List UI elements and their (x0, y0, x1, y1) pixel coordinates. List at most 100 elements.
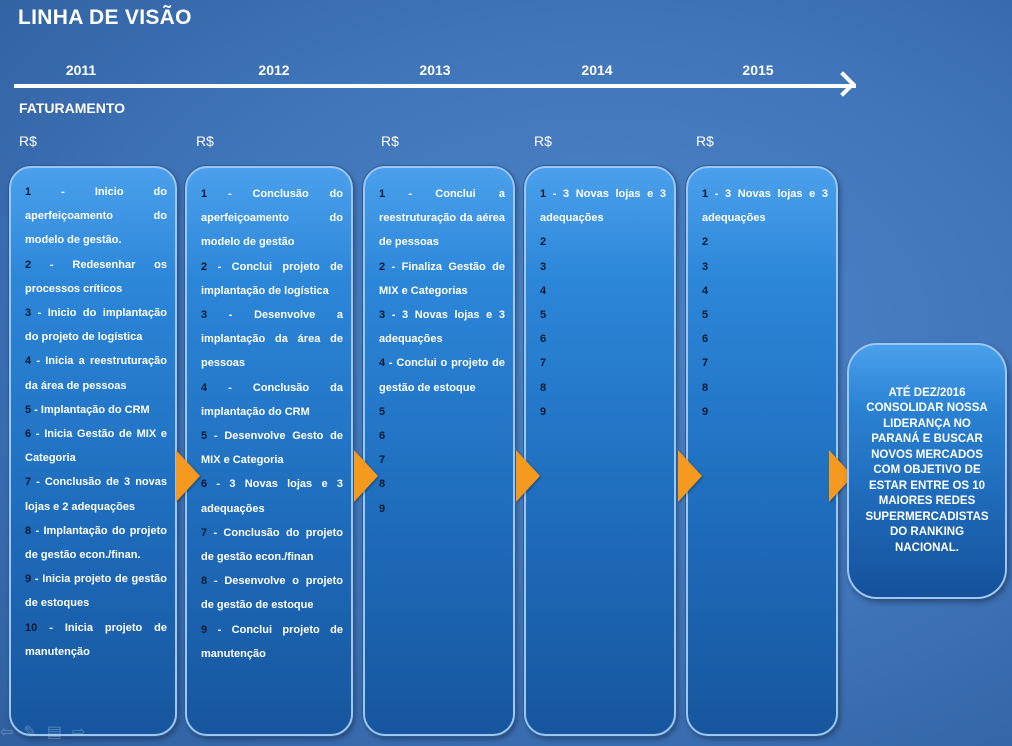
list-item: 1 - 3 Novas lojas e 3 adequações (540, 182, 666, 230)
item-number: 3 (25, 307, 32, 320)
item-text: - 3 Novas lojas e 3 adequações (201, 478, 343, 515)
item-number: 4 (25, 355, 32, 368)
item-number: 7 (379, 454, 386, 467)
list-item: 3 (540, 255, 666, 279)
item-text: - Conclui projeto de manutenção (201, 623, 343, 660)
item-number: 8 (702, 381, 709, 394)
item-number: 2 (201, 260, 208, 273)
list-item: 2 - Finaliza Gestão de MIX e Categorias (379, 255, 505, 303)
item-number: 2 (540, 236, 547, 249)
list-item: 6 (379, 424, 505, 448)
item-number: 10 (25, 621, 38, 634)
item-number: 9 (25, 573, 32, 586)
item-number: 9 (540, 405, 547, 418)
timeline-line (14, 84, 856, 88)
column-2013: 1 - Conclui a reestruturação da aérea de… (363, 166, 515, 736)
list-item: 8 - Implantação do projeto de gestão eco… (25, 519, 167, 567)
currency-label: R$ (381, 133, 399, 149)
column-2014: 1 - 3 Novas lojas e 3 adequações 2 3 4 5 6 7 8 9 (524, 166, 676, 736)
list-item: 1 - Conclusão do aperfeiçoamento do mode… (201, 182, 343, 255)
item-text: - Inicio do implantação do projeto de lo… (25, 307, 167, 344)
year-2015: 2015 (742, 62, 774, 78)
item-number: 7 (540, 357, 547, 370)
list-item: 7 - Conclusão de 3 novas lojas e 2 adequ… (25, 470, 167, 518)
item-text: - Conclui projeto de implantação de logí… (201, 260, 343, 297)
list-item: 1 - 3 Novas lojas e 3 adequações (702, 182, 828, 230)
year-2014: 2014 (581, 62, 613, 78)
currency-label: R$ (696, 133, 714, 149)
item-number: 1 (702, 188, 709, 200)
column-2015: 1 - 3 Novas lojas e 3 adequações 2 3 4 5 6 7 8 9 (686, 166, 838, 736)
item-number: 5 (25, 403, 32, 416)
goal-box: ATÉ DEZ/2016 CONSOLIDAR NOSSA LIDERANÇA … (847, 343, 1007, 599)
list-item: 2 - Redesenhar os processos críticos (25, 253, 167, 301)
item-number: 5 (379, 405, 386, 418)
list-item: 3 - Inicio do implantação do projeto de … (25, 301, 167, 349)
list-item: 4 - Conclusão da implantação do CRM (201, 376, 343, 424)
item-number: 5 (540, 309, 547, 322)
item-text: - 3 Novas lojas e 3 adequações (702, 188, 828, 225)
item-text: - Implantação do projeto de gestão econ.… (25, 524, 167, 562)
item-text: - Implantação do CRM (31, 403, 150, 416)
list-item: 5 (540, 303, 666, 327)
item-text: - Conclui o projeto de gestão de estoque (379, 357, 505, 394)
column-2012: 1 - Conclusão do aperfeiçoamento do mode… (185, 166, 353, 736)
next-arrow-icon (678, 450, 702, 502)
item-text: - 3 Novas lojas e 3 adequações (540, 188, 666, 225)
list-item: 6 (540, 327, 666, 351)
item-text: - Desenvolve Gesto de MIX e Categoria (201, 430, 343, 467)
back-icon[interactable]: ⇦ (0, 724, 14, 741)
next-arrow-icon (176, 450, 200, 502)
list-item: 5 - Implantação do CRM (25, 398, 167, 422)
item-number: 6 (379, 430, 386, 443)
list-item: 8 - Desenvolve o projeto de gestão de es… (201, 569, 343, 617)
item-text: - Inicia a reestruturação da área de pes… (25, 355, 167, 392)
item-number: 2 (702, 236, 709, 249)
slide-controls: ⇦ ✎ ▤ ⇨ (0, 722, 85, 742)
list-item: 1 - Inicio do aperfeiçoamento do modelo … (25, 180, 167, 253)
list-item: 5 (702, 303, 828, 327)
item-number: 6 (540, 333, 547, 346)
item-number: 6 (702, 333, 709, 346)
list-item: 6 (702, 327, 828, 351)
list-item: 5 - Desenvolve Gesto de MIX e Categoria (201, 424, 343, 472)
item-number: 3 (379, 309, 386, 322)
currency-label: R$ (534, 133, 552, 149)
item-text: - Conclusão do aperfeiçoamento do modelo… (201, 188, 343, 249)
section-label: FATURAMENTO (19, 100, 126, 116)
list-item: 9 (540, 400, 666, 424)
pen-icon[interactable]: ✎ (23, 724, 37, 741)
page-title: LINHA DE VISÃO (18, 6, 192, 29)
list-item: 2 - Conclui projeto de implantação de lo… (201, 255, 343, 303)
year-2011: 2011 (65, 62, 97, 78)
currency-label: R$ (196, 133, 214, 149)
list-item: 3 - 3 Novas lojas e 3 adequações (379, 303, 505, 351)
item-number: 8 (540, 381, 547, 394)
list-item: 2 (540, 230, 666, 254)
list-item: 9 - Conclui projeto de manutenção (201, 618, 343, 666)
column-2011: 1 - Inicio do aperfeiçoamento do modelo … (9, 166, 177, 736)
list-item: 8 (702, 376, 828, 400)
slides-icon[interactable]: ▤ (46, 724, 62, 741)
item-number: 9 (201, 623, 208, 636)
item-number: 4 (379, 357, 386, 370)
list-item: 1 - Conclui a reestruturação da aérea de… (379, 182, 505, 255)
list-item: 7 (540, 351, 666, 375)
list-item: 7 (379, 448, 505, 472)
item-number: 8 (201, 575, 208, 588)
item-number: 8 (25, 524, 32, 537)
list-item: 8 (540, 376, 666, 400)
item-number: 2 (25, 258, 32, 271)
item-text: - Conclusão de 3 novas lojas e 2 adequaç… (25, 476, 167, 513)
list-item: 4 (540, 279, 666, 303)
list-item: 4 (702, 279, 828, 303)
item-number: 7 (702, 357, 709, 370)
year-2012: 2012 (258, 62, 290, 78)
item-text: - Inicia projeto de manutenção (25, 621, 167, 658)
list-item: 3 - Desenvolve a implantação da área de … (201, 303, 343, 376)
item-number: 5 (702, 309, 709, 322)
item-text: - Desenvolve a implantação da área de pe… (201, 309, 343, 370)
list-item: 9 (702, 400, 828, 424)
forward-icon[interactable]: ⇨ (71, 724, 86, 741)
list-item: 10 - Inicia projeto de manutenção (25, 616, 167, 664)
